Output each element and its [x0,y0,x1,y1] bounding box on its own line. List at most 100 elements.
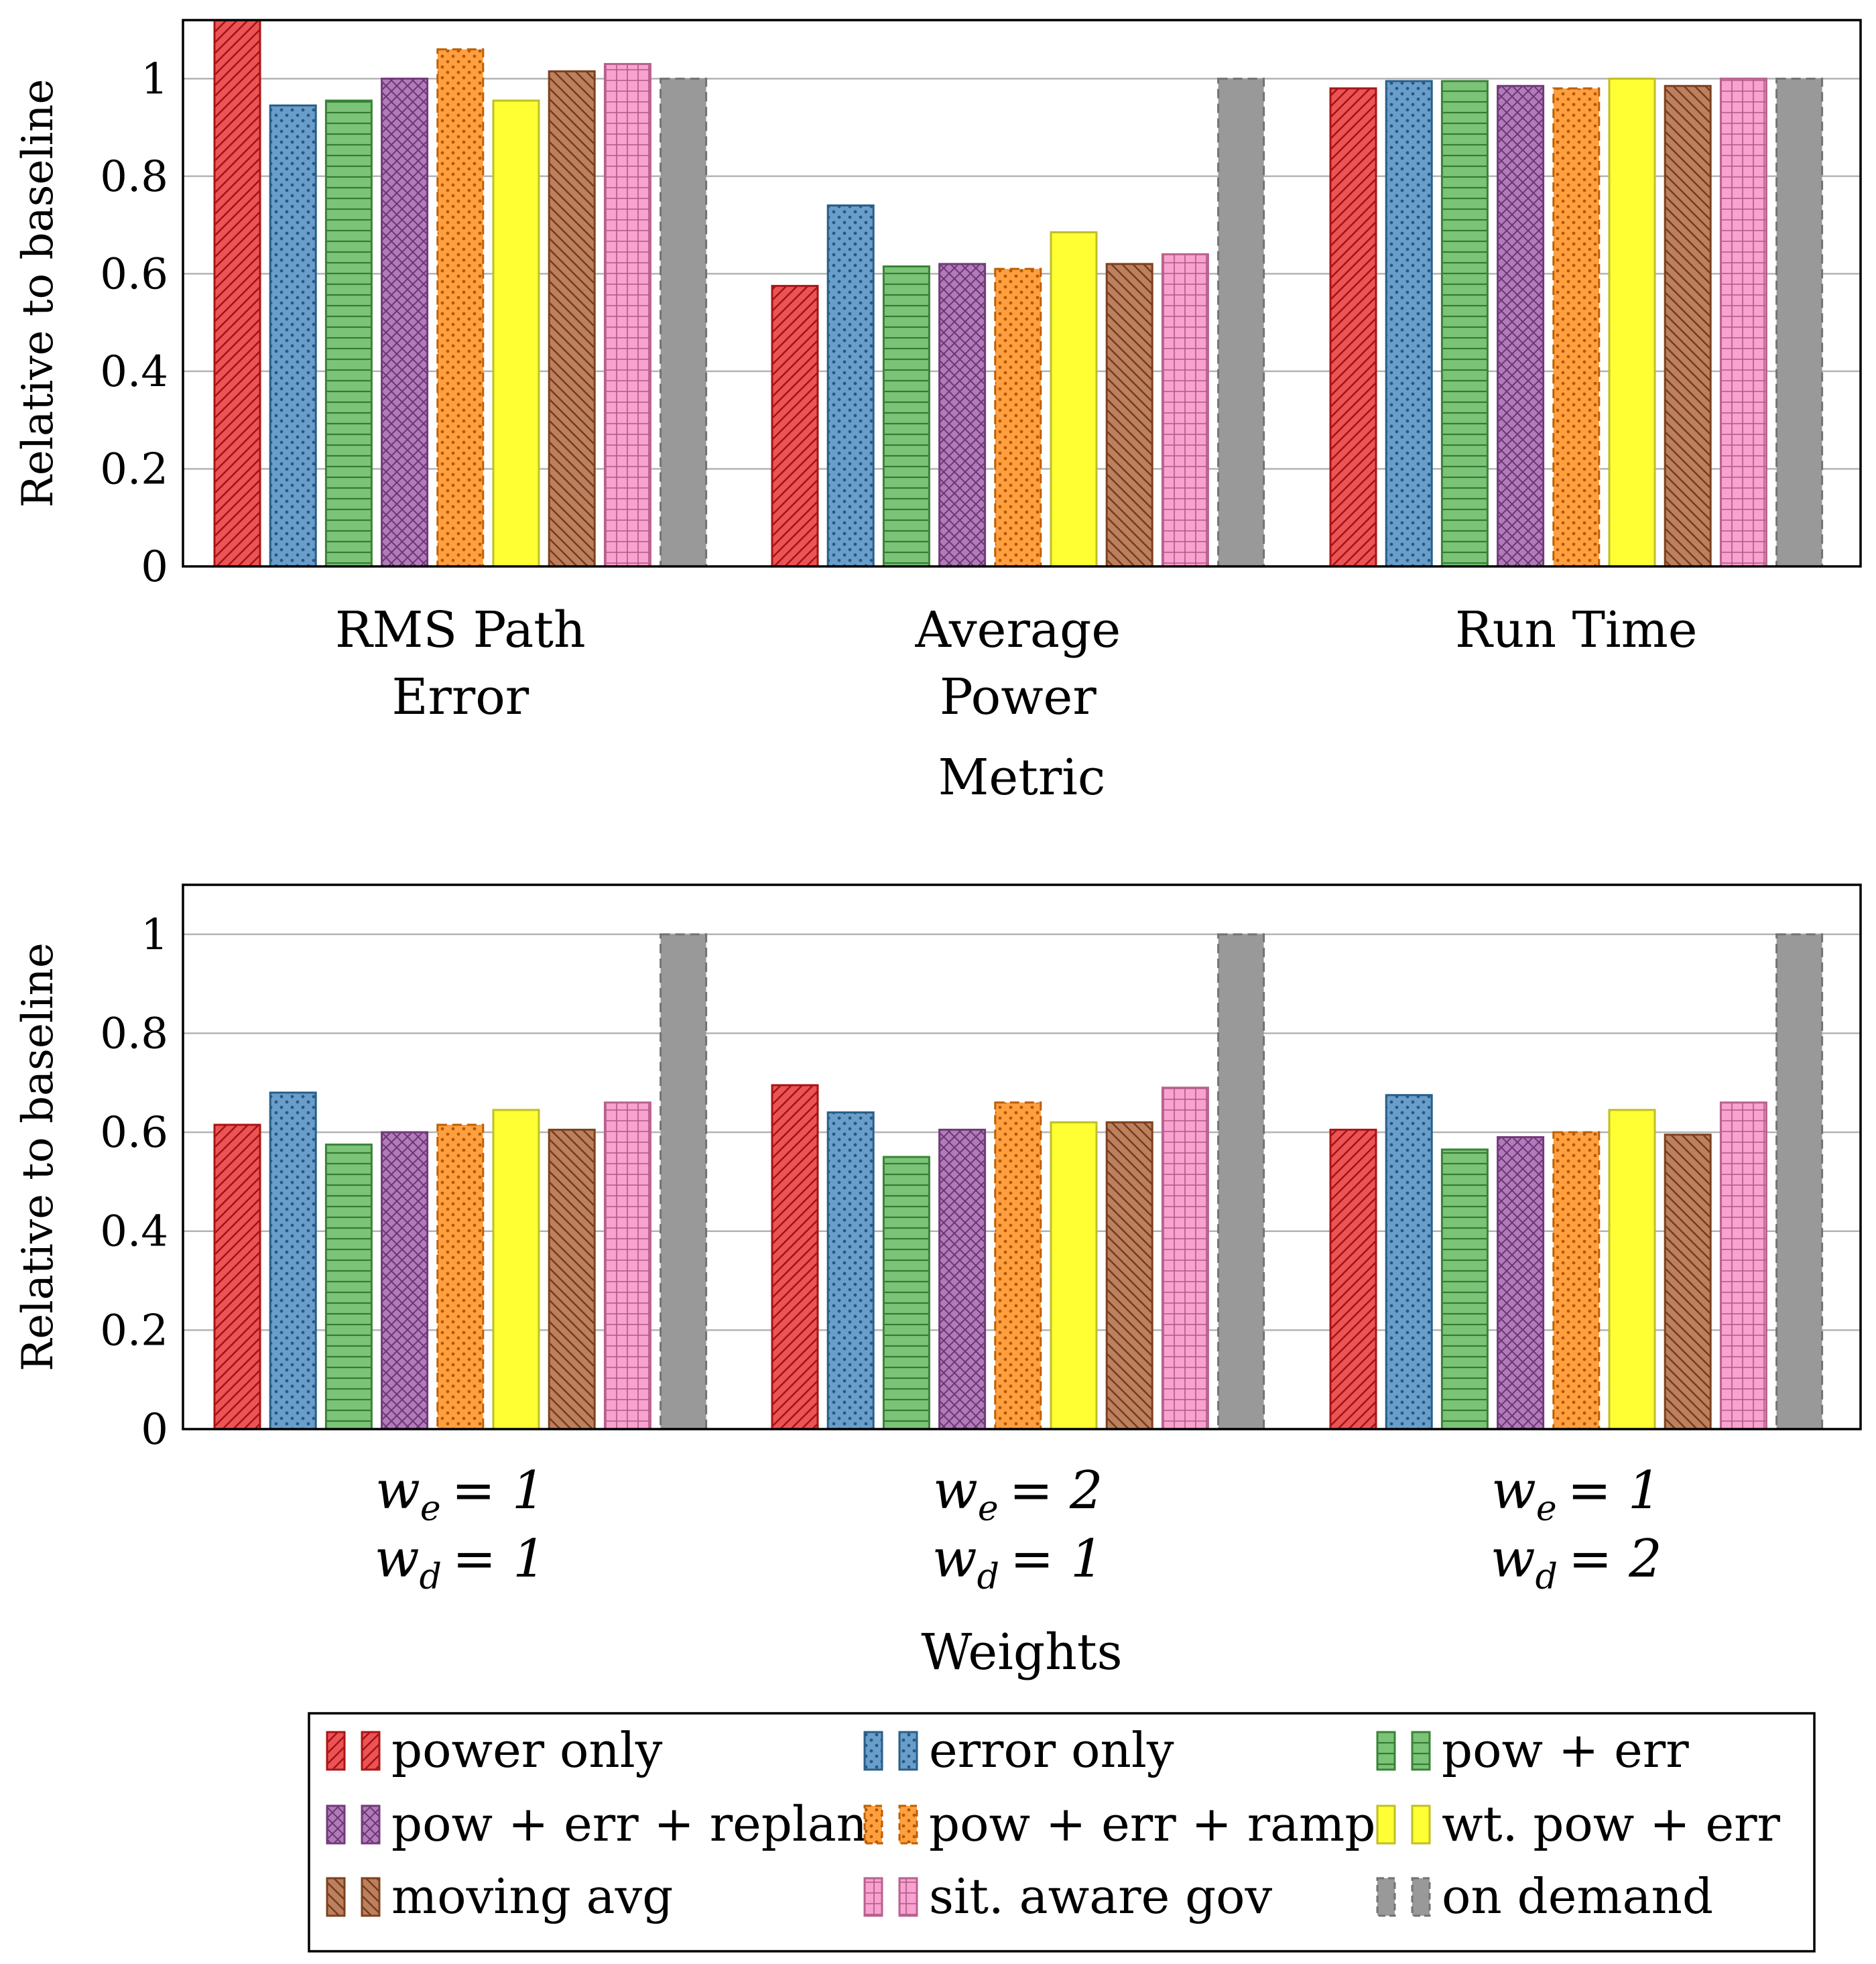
chart-rms-power-runtime: 0 0.2 0.4 0.6 0.8 1 Relative to baseline RMS Pa… [13,19,1862,806]
legend-swatch [1376,1731,1396,1771]
bar [1217,933,1265,1430]
bar [1161,1087,1209,1430]
legend-swatch [898,1804,918,1845]
bar [1329,87,1377,568]
y-axis-label: Relative to baseline [13,79,63,508]
bar [660,933,708,1430]
y-tick-label: 0.2 [100,1306,168,1355]
legend-swatch [361,1731,381,1771]
legend-label: error only [929,1722,1174,1778]
bar [1050,231,1098,568]
legend-swatch [1411,1804,1431,1845]
bar [1217,77,1265,568]
y-axis-label: Relative to baseline [13,942,63,1371]
plot-frame [182,19,1862,568]
bar [882,265,930,568]
legend-swatch [863,1731,883,1771]
bar [771,1084,819,1430]
y-tick-label: 0.4 [100,1207,168,1257]
bar [548,1128,596,1430]
bar [324,1144,373,1430]
legend-swatch [863,1877,883,1917]
x-axis-label: Metric [938,749,1106,806]
legend-box [308,1712,1816,1953]
legend-swatch [898,1731,918,1771]
bar [1552,1131,1601,1430]
legend-label: pow + err [1442,1722,1689,1778]
legend-swatch [898,1877,918,1917]
legend-label: pow + err + ramp [929,1796,1375,1852]
x-tick-label: Power [940,668,1097,726]
bar [381,77,429,568]
bar [381,1131,429,1430]
y-tick-label: 0.6 [100,1108,168,1158]
y-tick-label: 0.4 [100,347,168,397]
bar [1385,80,1433,568]
y-tick-label: 0 [141,1405,168,1455]
y-tick-label: 0 [141,542,168,592]
bar [1719,1101,1767,1430]
legend-label: power only [391,1722,663,1778]
legend-swatch [361,1804,381,1845]
y-tick-label: 0.2 [100,444,168,494]
bar [324,99,373,568]
bar [660,77,708,568]
x-tick-label: we = 1 [1491,1461,1661,1529]
y-tick-label: 0.8 [100,1009,168,1058]
legend-swatch [326,1804,346,1845]
bar [1608,1109,1656,1430]
x-tick-label: Run Time [1455,601,1698,659]
bar [994,1101,1042,1430]
bar [436,48,485,568]
bar [1105,263,1153,568]
bar [826,1111,875,1430]
x-tick-label: RMS Path [335,601,586,659]
plot-frame [182,883,1862,1430]
bar [938,1128,987,1430]
bar [1161,253,1209,568]
x-tick-label: Error [391,668,529,726]
bar [269,104,317,568]
legend-swatch [1376,1877,1396,1917]
legend-label: moving avg [391,1868,673,1924]
bar [213,19,261,568]
legend-swatch [1376,1804,1396,1845]
legend-label: on demand [1442,1868,1713,1924]
x-tick-label: wd = 1 [932,1529,1104,1597]
y-tick-label: 0.6 [100,249,168,299]
bar [1440,1148,1489,1430]
bar [882,1156,930,1430]
bar [826,204,875,568]
legend-label: sit. aware gov [929,1868,1273,1924]
bar [1608,77,1656,568]
legend-swatch [1411,1731,1431,1771]
bar [603,1101,651,1430]
bar [548,70,596,568]
y-tick-label: 1 [141,54,168,104]
x-tick-label: wd = 2 [1491,1529,1662,1597]
bar [1775,77,1824,568]
bar [1329,1128,1377,1430]
y-tick-label: 1 [141,910,168,960]
x-tick-label: Average [914,601,1121,659]
bar [1775,933,1824,1430]
bar [1719,77,1767,568]
bar [1497,1136,1545,1430]
x-tick-label: we = 2 [933,1461,1103,1529]
legend-label: pow + err + replan [391,1796,867,1852]
x-tick-label: we = 1 [375,1461,545,1529]
bar [994,267,1042,568]
bar [1552,87,1601,568]
y-tick-label: 0.8 [100,152,168,202]
bar [492,99,540,568]
bar [1664,1133,1712,1430]
legend-label: wt. pow + err [1442,1796,1781,1852]
bar [603,62,651,568]
bar [938,263,987,568]
bar [213,1123,261,1430]
legend-swatch [863,1804,883,1845]
bar [1385,1094,1433,1430]
bar [1050,1121,1098,1430]
